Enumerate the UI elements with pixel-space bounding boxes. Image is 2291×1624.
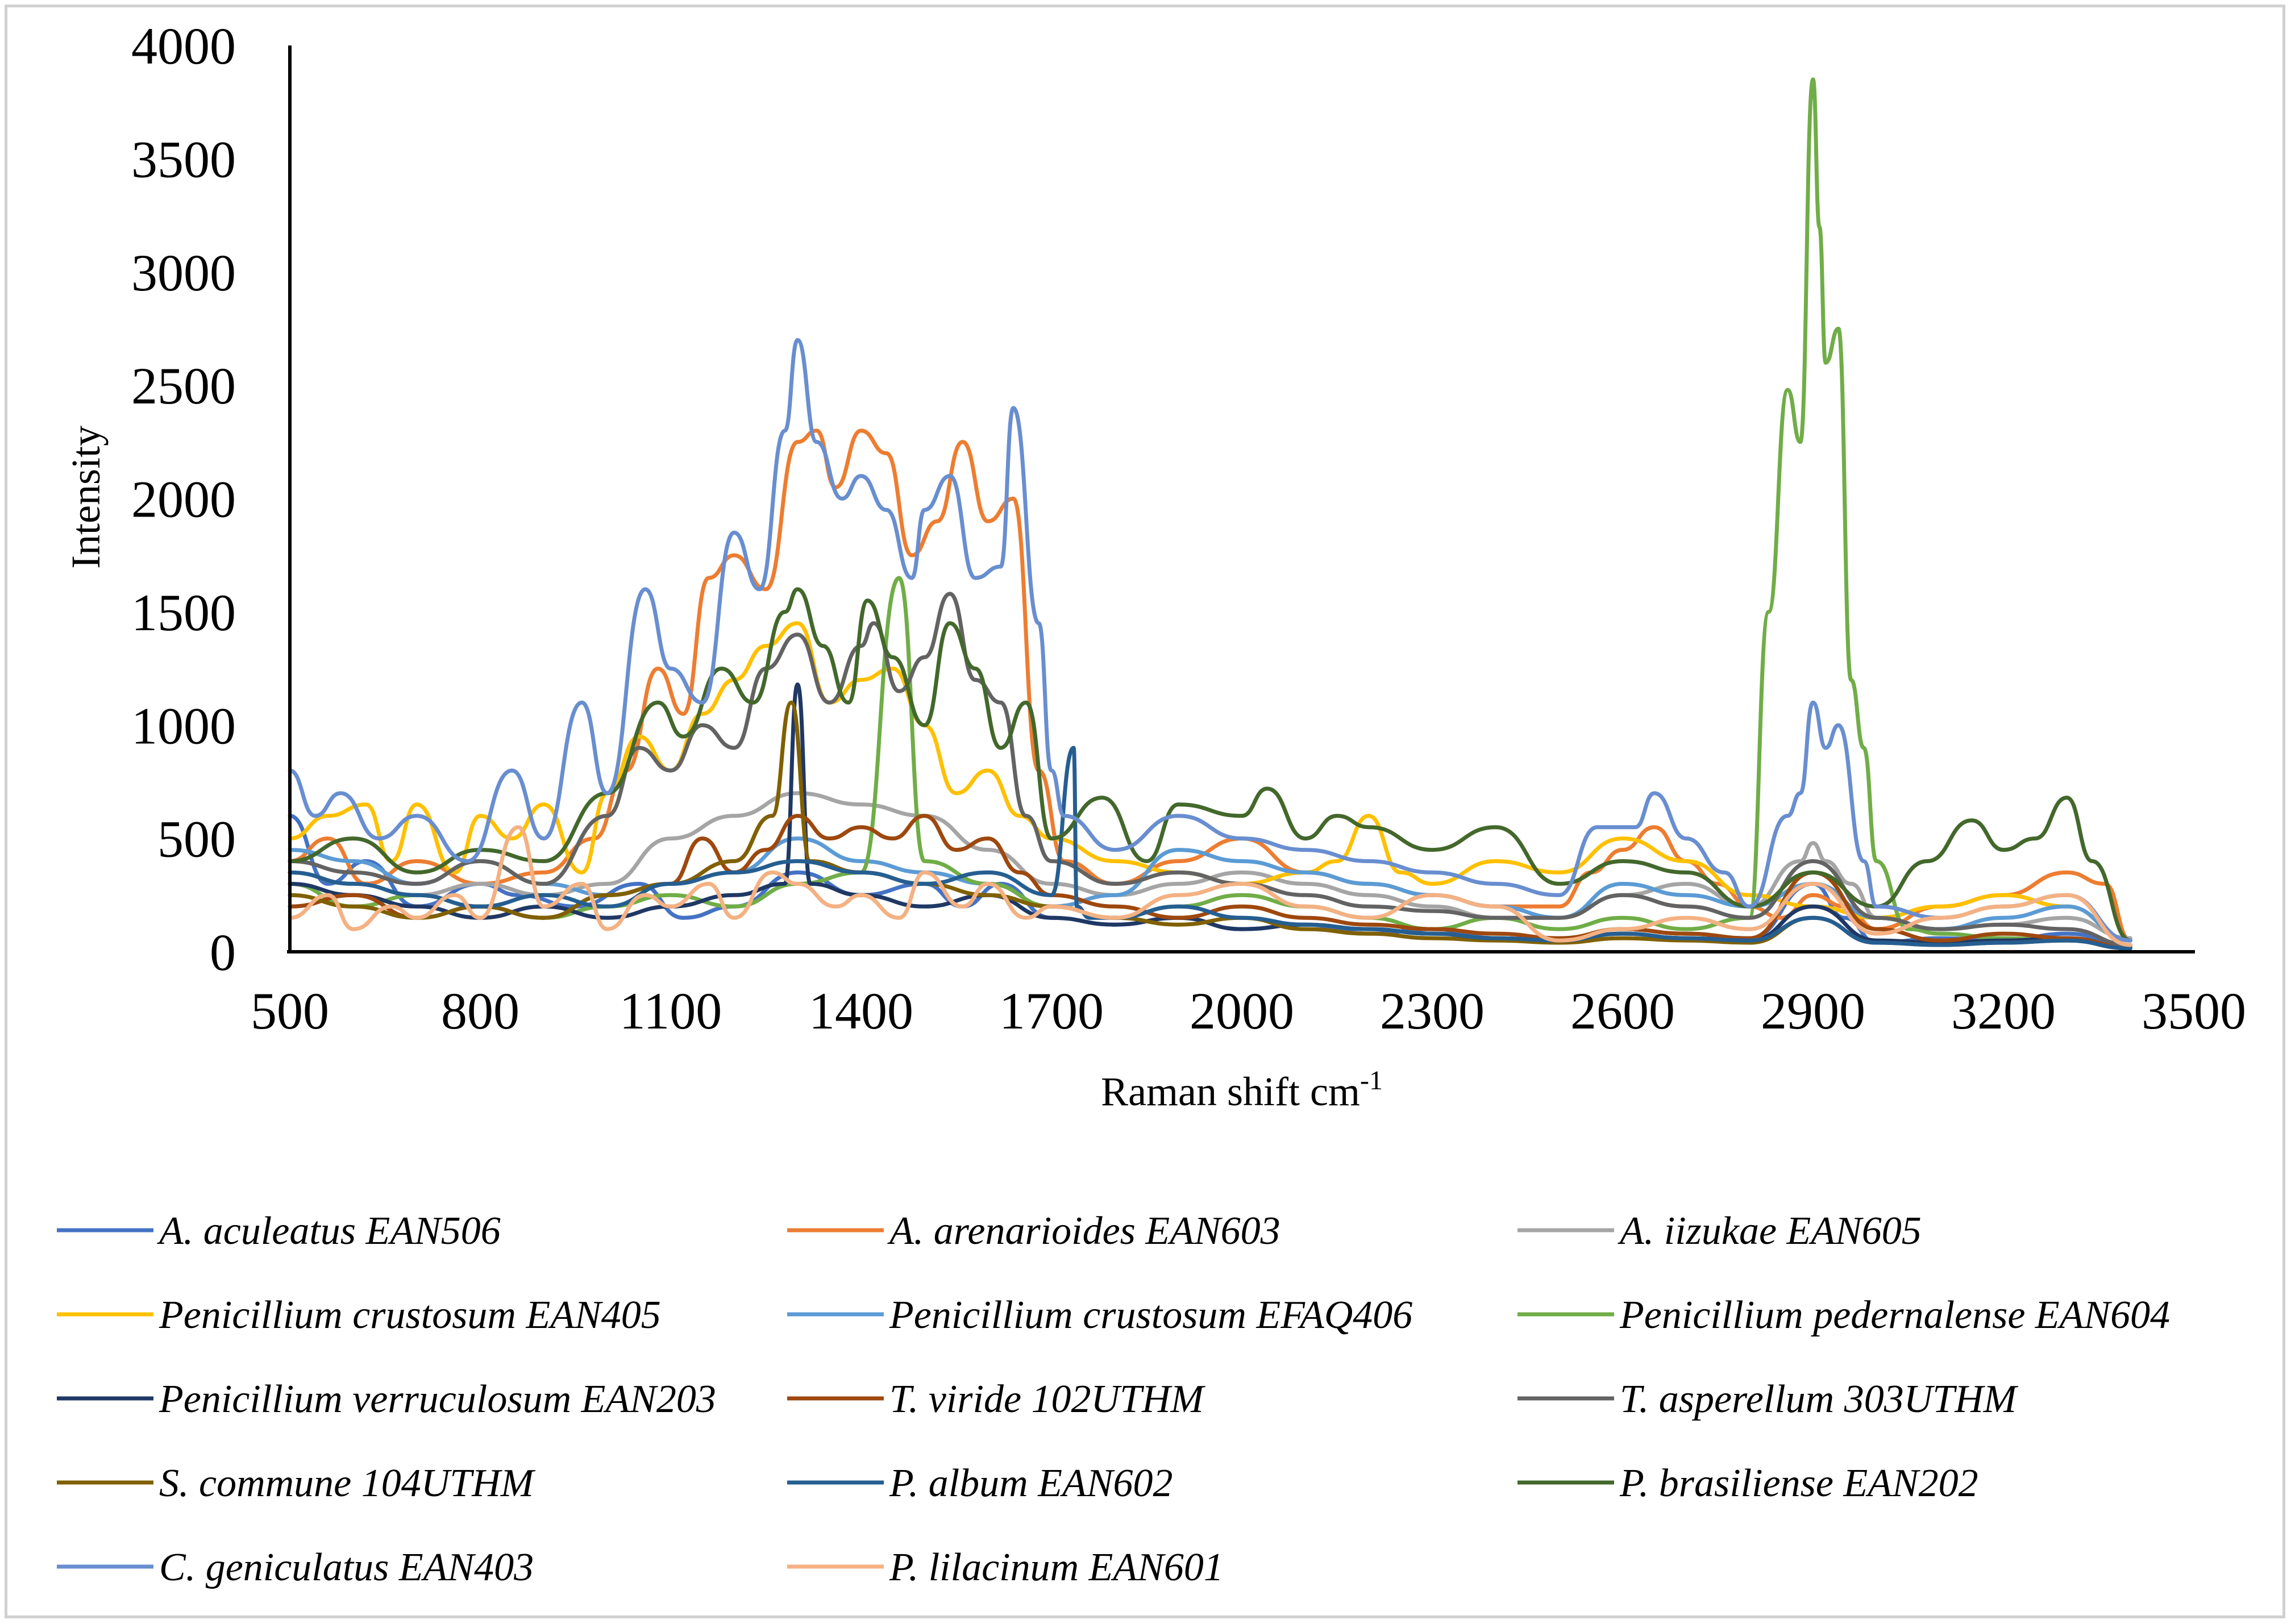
legend-label: Penicillium crustosum EAN405 — [159, 1293, 661, 1337]
figure-frame — [5, 5, 2285, 1618]
legend-label: A. iizukae EAN605 — [1618, 1209, 1922, 1253]
legend-item: Penicillium crustosum EAN405 — [57, 1293, 661, 1337]
legend-item: T. viride 102UTHM — [787, 1377, 1206, 1421]
y-tick-label: 1500 — [131, 584, 236, 642]
x-tick-label: 2300 — [1380, 982, 1485, 1040]
series-line-4 — [288, 621, 2132, 943]
x-axis-title: Raman shift cm-1 — [1101, 1065, 1383, 1114]
series-layer — [288, 77, 2132, 951]
legend-item: Penicillium crustosum EFAQ406 — [787, 1293, 1412, 1337]
y-tick-labels: 0 500 1000 1500 2000 2500 3000 3500 4000 — [131, 17, 236, 981]
y-tick-label: 3500 — [131, 130, 236, 188]
x-tick-label: 3500 — [2142, 982, 2246, 1040]
legend-item: Penicillium verruculosum EAN203 — [57, 1377, 716, 1421]
x-tick-label: 2000 — [1190, 982, 1294, 1040]
legend: A. aculeatus EAN506 A. arenarioides EAN60… — [57, 1209, 2170, 1589]
legend-item: A. iizukae EAN605 — [1517, 1209, 1922, 1253]
y-tick-label: 2000 — [131, 470, 236, 528]
x-tick-label: 2900 — [1761, 982, 1865, 1040]
legend-label: A. aculeatus EAN506 — [157, 1209, 501, 1253]
x-tick-label: 1700 — [999, 982, 1104, 1040]
legend-label: P. lilacinum EAN601 — [889, 1546, 1224, 1589]
series-line-6 — [288, 77, 2132, 950]
y-tick-label: 500 — [157, 810, 236, 868]
legend-item: Penicillium pedernalense EAN604 — [1517, 1293, 2170, 1337]
legend-item: T. asperellum 303UTHM — [1517, 1377, 2019, 1421]
x-tick-label: 2600 — [1570, 982, 1675, 1040]
x-tick-label: 500 — [251, 982, 329, 1040]
legend-label: Penicillium crustosum EFAQ406 — [889, 1293, 1412, 1337]
legend-label: P. album EAN602 — [889, 1461, 1172, 1505]
x-axis-title-superscript: -1 — [1360, 1065, 1383, 1096]
x-axis-title-text: Raman shift cm — [1101, 1069, 1360, 1114]
series-line-14 — [288, 825, 2132, 947]
x-tick-labels: 500 800 1100 1400 1700 2000 2300 2600 2900 3200 35… — [251, 982, 2246, 1040]
series-line-3 — [288, 791, 2132, 940]
legend-item: P. lilacinum EAN601 — [787, 1546, 1224, 1589]
y-axis-title: Intensity — [63, 426, 109, 569]
legend-label: T. viride 102UTHM — [889, 1377, 1206, 1421]
legend-label: A. arenarioides EAN603 — [887, 1209, 1280, 1253]
x-tick-label: 800 — [441, 982, 519, 1040]
legend-label: S. commune 104UTHM — [159, 1461, 536, 1505]
series-line-12 — [288, 587, 2132, 943]
x-tick-label: 1100 — [619, 982, 722, 1040]
legend-item: A. aculeatus EAN506 — [57, 1209, 501, 1253]
legend-item: C. geniculatus EAN403 — [57, 1546, 534, 1589]
y-tick-label: 0 — [210, 923, 236, 981]
y-tick-label: 3000 — [131, 244, 236, 302]
legend-item: A. arenarioides EAN603 — [787, 1209, 1280, 1253]
x-tick-label: 3200 — [1951, 982, 2056, 1040]
x-tick-label: 1400 — [809, 982, 913, 1040]
legend-label: T. asperellum 303UTHM — [1620, 1377, 2019, 1421]
y-tick-label: 2500 — [131, 357, 236, 415]
series-line-9 — [288, 592, 2132, 947]
y-tick-label: 4000 — [131, 17, 236, 75]
legend-label: Penicillium pedernalense EAN604 — [1619, 1293, 2170, 1337]
legend-label: C. geniculatus EAN403 — [159, 1546, 534, 1589]
legend-item: P. album EAN602 — [787, 1461, 1172, 1505]
series-line-13 — [288, 338, 2132, 943]
y-tick-label: 1000 — [131, 697, 236, 755]
legend-label: Penicillium verruculosum EAN203 — [159, 1377, 716, 1421]
legend-item: S. commune 104UTHM — [57, 1461, 536, 1505]
legend-item: P. brasiliense EAN202 — [1517, 1461, 1978, 1505]
legend-label: P. brasiliense EAN202 — [1619, 1461, 1978, 1505]
